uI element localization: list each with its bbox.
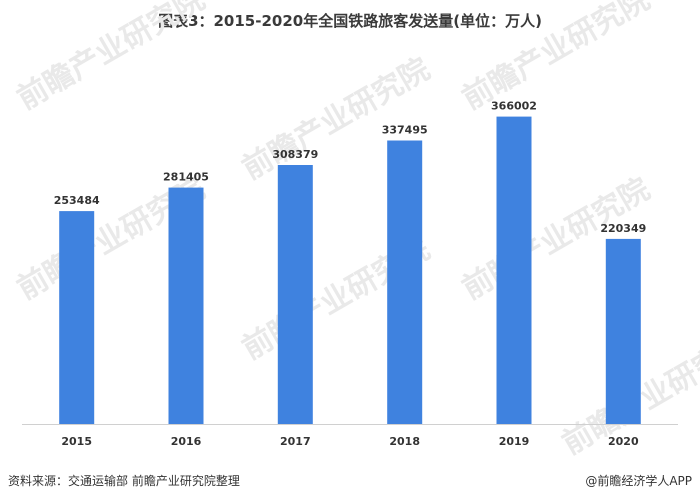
bar-2015 (59, 211, 95, 424)
bar-2016 (168, 187, 204, 424)
bar-2017 (277, 165, 313, 424)
x-tick-2019: 2019 (499, 435, 530, 448)
value-label-2019: 366002 (491, 100, 537, 113)
x-tick-2016: 2016 (171, 435, 202, 448)
brand-credit: @前瞻经济学人APP (585, 474, 692, 488)
source-note: 资料来源：交通运输部 前瞻产业研究院整理 (8, 474, 240, 488)
x-tick-2015: 2015 (61, 435, 92, 448)
x-tick-labels-group: 2015 2016 2017 2018 2019 2020 (61, 435, 639, 448)
x-tick-2017: 2017 (280, 435, 311, 448)
value-label-2018: 337495 (382, 124, 428, 137)
bar-2020 (605, 238, 641, 424)
value-labels-group: 253484 281405 308379 337495 366002 220349 (54, 100, 647, 235)
bars-group (59, 116, 641, 424)
chart-title: 图表3：2015-2020年全国铁路旅客发送量(单位：万人) (158, 12, 542, 30)
value-label-2016: 281405 (163, 171, 209, 184)
bar-2019 (496, 116, 532, 424)
bar-2018 (387, 140, 423, 424)
x-tick-2018: 2018 (389, 435, 420, 448)
watermark-text: 前瞻产业研究院 (12, 0, 211, 117)
value-label-2015: 253484 (54, 194, 100, 207)
watermark-text: 前瞻产业研究院 (457, 0, 656, 117)
x-tick-2020: 2020 (608, 435, 639, 448)
value-label-2020: 220349 (600, 222, 646, 235)
value-label-2017: 308379 (272, 148, 318, 161)
